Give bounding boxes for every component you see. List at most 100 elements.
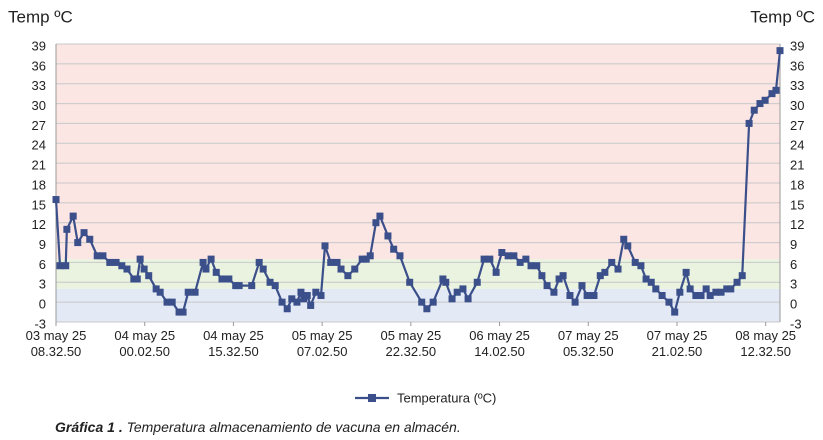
y2-tick-label: 21 xyxy=(790,158,804,173)
x-tick-label: 05 may 25 07.02.50 xyxy=(292,328,353,359)
x-tick-label: 06 may 25 14.02.50 xyxy=(469,328,530,359)
data-marker xyxy=(480,255,488,263)
legend-label: Temperatura (ºC) xyxy=(397,390,496,405)
y-tick-label: 0 xyxy=(39,297,46,312)
y2-tick-label: 12 xyxy=(790,217,804,232)
bands xyxy=(56,44,780,322)
caption-label: Gráfica 1 . xyxy=(55,419,123,435)
data-marker xyxy=(768,90,776,98)
data-marker xyxy=(384,232,392,240)
data-marker xyxy=(69,212,77,220)
data-marker xyxy=(686,285,694,293)
data-marker xyxy=(614,265,622,273)
y-tick-label: 21 xyxy=(32,158,46,173)
data-marker xyxy=(218,275,226,283)
data-marker xyxy=(106,258,114,266)
y2-tick-label: 30 xyxy=(790,98,804,113)
y-tick-label: 24 xyxy=(32,138,46,153)
x-tick-label: 04 may 25 15.32.50 xyxy=(203,328,264,359)
y-tick-label: 27 xyxy=(32,118,46,133)
data-marker xyxy=(366,252,374,260)
data-marker xyxy=(136,255,144,263)
data-marker xyxy=(448,295,456,303)
data-marker xyxy=(118,262,126,270)
data-marker xyxy=(631,258,639,266)
data-marker xyxy=(156,288,164,296)
data-marker xyxy=(163,298,171,306)
y2-tick-label: -3 xyxy=(790,316,802,331)
data-marker xyxy=(658,292,666,300)
data-marker xyxy=(351,265,359,273)
data-marker xyxy=(601,268,609,276)
y2-tick-label: 0 xyxy=(790,297,797,312)
data-marker xyxy=(745,119,753,127)
data-marker xyxy=(559,272,567,280)
data-marker xyxy=(406,278,414,286)
data-marker xyxy=(761,96,769,104)
y-tick-label: 12 xyxy=(32,217,46,232)
x-tick-label: 03 may 25 08.32.50 xyxy=(26,328,87,359)
data-marker xyxy=(555,275,563,283)
data-marker xyxy=(608,258,616,266)
data-marker xyxy=(271,282,279,290)
data-marker xyxy=(453,288,461,296)
data-marker xyxy=(248,282,256,290)
data-marker xyxy=(712,288,720,296)
y2-tick-label: 36 xyxy=(790,58,804,73)
data-marker xyxy=(522,255,530,263)
data-marker xyxy=(145,272,153,280)
data-marker xyxy=(723,285,731,293)
y2-tick-label: 18 xyxy=(790,177,804,192)
data-marker xyxy=(418,298,426,306)
y2-axis-title: Temp ºC xyxy=(750,7,815,26)
legend-marker xyxy=(368,394,376,402)
data-marker xyxy=(333,258,341,266)
y-tick-label: -3 xyxy=(34,316,46,331)
y-tick-label: 18 xyxy=(32,177,46,192)
data-marker xyxy=(464,295,472,303)
data-marker xyxy=(225,275,233,283)
data-marker xyxy=(578,282,586,290)
data-marker xyxy=(283,305,291,313)
data-marker xyxy=(692,292,700,300)
data-marker xyxy=(199,258,207,266)
data-marker xyxy=(566,292,574,300)
data-marker xyxy=(112,258,120,266)
data-marker xyxy=(317,292,325,300)
data-marker xyxy=(590,292,598,300)
data-marker xyxy=(538,272,546,280)
data-marker xyxy=(682,268,690,276)
data-marker xyxy=(93,252,101,260)
data-marker xyxy=(293,298,301,306)
y-tick-label: 30 xyxy=(32,98,46,113)
data-marker xyxy=(486,255,494,263)
data-marker xyxy=(504,252,512,260)
data-marker xyxy=(202,265,210,273)
data-marker xyxy=(133,275,141,283)
data-marker xyxy=(390,245,398,253)
data-marker xyxy=(344,272,352,280)
data-marker xyxy=(259,265,267,273)
x-tick-label: 05 may 25 22.32.50 xyxy=(380,328,441,359)
data-marker xyxy=(772,86,780,94)
data-marker xyxy=(255,258,263,266)
data-marker xyxy=(423,305,431,313)
y-tick-label: 36 xyxy=(32,58,46,73)
data-marker xyxy=(327,258,335,266)
data-marker xyxy=(550,288,558,296)
caption: Gráfica 1 . Temperatura almacenamiento d… xyxy=(55,419,461,435)
data-marker xyxy=(702,285,710,293)
data-marker xyxy=(212,268,220,276)
data-marker xyxy=(510,252,518,260)
data-marker xyxy=(321,242,329,250)
data-marker xyxy=(152,285,160,293)
data-marker xyxy=(288,295,296,303)
data-marker xyxy=(429,298,437,306)
data-marker xyxy=(652,285,660,293)
data-marker xyxy=(123,265,131,273)
data-marker xyxy=(63,225,71,233)
caption-text: Temperatura almacenamiento de vacuna en … xyxy=(127,419,461,435)
x-tick-label: 08 may 25 12.32.50 xyxy=(735,328,796,359)
data-marker xyxy=(312,288,320,296)
y2-tick-label: 3 xyxy=(790,277,797,292)
